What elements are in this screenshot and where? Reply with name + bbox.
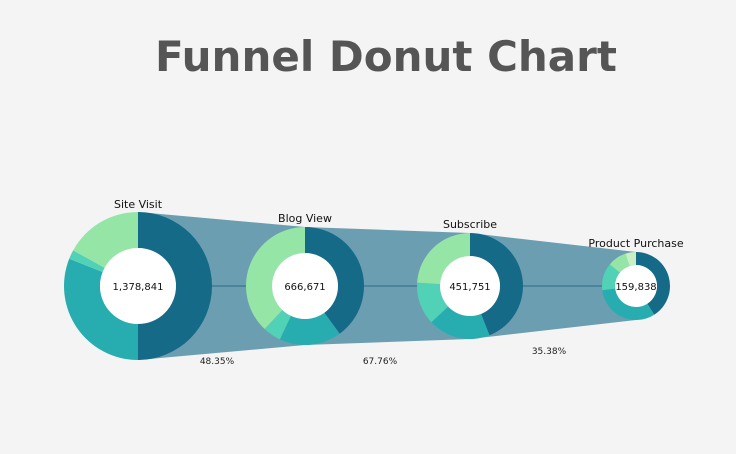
- donut-hole: [100, 248, 176, 324]
- stage-name-label: Product Purchase: [588, 237, 683, 250]
- donut-segment: [470, 233, 523, 336]
- donut-segment: [602, 264, 620, 291]
- donut-hole: [272, 253, 338, 319]
- donut-segment: [636, 252, 671, 315]
- donut-4: [602, 252, 671, 321]
- donut-segment: [602, 288, 655, 321]
- donut-segment: [305, 227, 364, 334]
- donut-segment: [64, 258, 138, 360]
- donut-hole: [440, 256, 500, 316]
- donut-segment: [73, 212, 138, 268]
- donut-segment: [69, 250, 105, 273]
- donut-segment: [279, 312, 340, 345]
- donut-center-value: 451,751: [449, 282, 490, 293]
- donut-segment: [431, 306, 490, 339]
- donut-segment: [246, 227, 305, 330]
- donut-3: [417, 233, 523, 339]
- conversion-rate-label: 35.38%: [532, 347, 567, 357]
- chart-title: Funnel Donut Chart: [155, 32, 617, 81]
- stage-name-label: Blog View: [278, 212, 332, 225]
- donut-segment: [264, 310, 291, 340]
- funnel-connectors: [138, 212, 636, 360]
- donut-center-value: 1,378,841: [113, 282, 164, 293]
- donut-segment: [625, 252, 636, 267]
- conversion-rate-label: 67.76%: [363, 357, 398, 367]
- donut-2: [246, 227, 364, 345]
- donut-segment: [138, 212, 212, 360]
- donut-segment: [417, 282, 449, 323]
- donut-center-value: 666,671: [284, 282, 325, 293]
- donut-center-value: 159,838: [615, 282, 656, 293]
- stage-name-label: Site Visit: [114, 198, 163, 211]
- donut-segment: [417, 233, 470, 285]
- conversion-rate-label: 48.35%: [200, 357, 235, 367]
- donut-segment: [609, 253, 630, 273]
- donut-1: [64, 212, 212, 360]
- label-group: 1,378,841 Site Visit 666,671 Blog View 451,7…: [113, 198, 684, 367]
- donut-hole: [615, 265, 657, 307]
- donut-group: [64, 212, 671, 360]
- stage-name-label: Subscribe: [443, 218, 497, 231]
